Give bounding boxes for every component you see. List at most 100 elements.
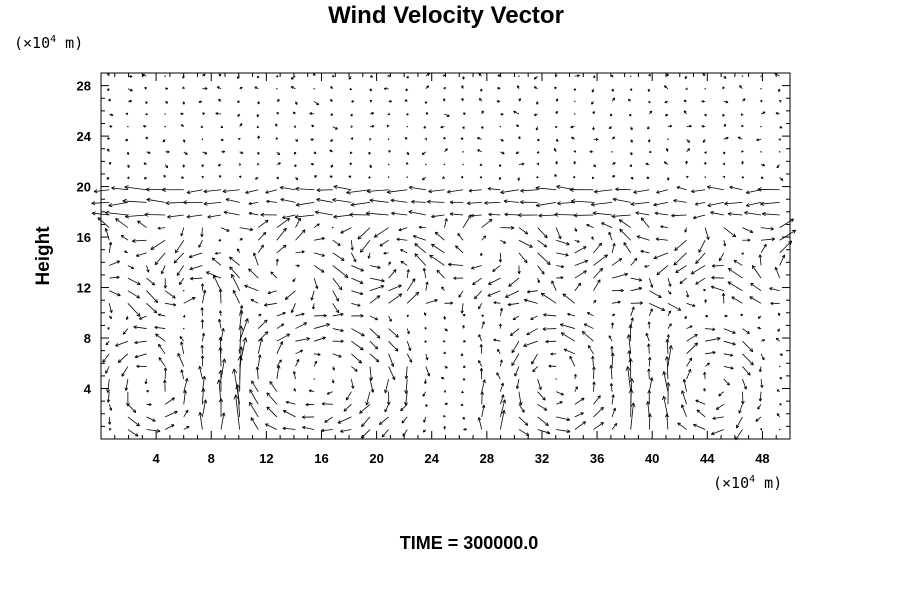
wind-vector [186,189,203,195]
wind-vector [275,123,278,127]
wind-vector [162,139,166,143]
wind-vector [723,240,727,247]
wind-vector [625,366,632,392]
wind-vector [406,112,409,116]
wind-vector [553,148,557,153]
y-unit-label: (×104 m) [14,34,83,52]
wind-vector [201,164,204,167]
wind-vector [351,353,363,364]
x-tick-label: 32 [535,451,549,466]
wind-vector [543,313,557,317]
wind-vector [440,125,445,129]
wind-vector [295,138,299,142]
wind-vector [269,381,278,392]
wind-vector [388,150,391,153]
wind-vector [536,151,540,154]
wind-vector [686,342,699,355]
wind-vector [477,149,482,153]
x-tick-label: 24 [424,451,439,466]
wind-vector [350,201,371,207]
wind-vector [537,391,546,401]
wind-vector [292,371,296,380]
wind-vector [423,125,427,129]
wind-vector [232,368,241,405]
wind-vector [164,113,166,115]
wind-vector [537,265,545,275]
plot-frame [100,72,791,440]
wind-vector [629,378,635,405]
wind-vector [163,278,168,289]
wind-vector [406,291,420,304]
wind-vector [497,87,501,90]
wind-vector [369,353,380,363]
wind-vector [550,352,557,356]
wind-vector [611,407,617,418]
wind-vector [295,349,304,355]
wind-vector [570,198,594,204]
wind-vector [239,86,243,90]
wind-vector [125,391,130,407]
wind-vector [556,416,571,422]
wind-vector [480,391,484,405]
wind-vector [507,302,520,307]
wind-vector [760,163,766,167]
wind-vector [778,138,781,141]
wind-vector [127,125,129,128]
wind-vector [721,293,726,304]
wind-vector [443,351,446,355]
wind-vector [388,269,397,279]
wind-vector [514,366,520,377]
wind-vector [449,212,464,216]
wind-vector [379,239,389,247]
wind-vector [462,126,465,129]
wind-vector [310,138,315,141]
wind-vector [295,264,300,268]
wind-vector [321,428,333,433]
wind-vector [124,378,129,391]
wind-vector [145,101,148,104]
wind-vector [562,293,576,304]
wind-vector [684,315,688,320]
wind-vector [106,176,110,180]
wind-vector [349,212,370,217]
wind-vector [163,367,168,380]
wind-vector [257,319,268,329]
wind-vector [348,75,352,80]
wind-vector [332,265,349,278]
wind-vector [741,175,745,179]
wind-vector [132,238,147,243]
wind-vector [611,258,623,266]
wind-vector [109,290,121,297]
wind-vector [594,189,613,194]
wind-vector [160,265,166,275]
wind-vector [611,214,631,219]
wind-vector [198,365,203,380]
wind-vector [666,334,670,342]
wind-vector [686,124,692,128]
wind-vector [164,424,175,430]
wind-vector [150,239,166,250]
wind-vector [779,125,783,129]
wind-vector [537,277,540,283]
wind-vector [536,162,540,166]
wind-vector [244,284,259,292]
wind-vector [647,368,651,380]
wind-vector [757,404,762,410]
wind-vector [205,271,222,279]
wind-vector [554,173,557,178]
wind-vector [574,259,589,266]
wind-vector [181,176,184,179]
wind-vector [351,302,361,307]
wind-vector [665,113,669,117]
wind-vector [695,277,706,285]
wind-vector [421,176,427,181]
wind-vector [257,244,264,254]
wind-vector [106,379,110,393]
wind-vector [183,390,187,405]
wind-vector [554,212,575,217]
wind-vector [645,162,650,166]
wind-vector [695,252,706,265]
wind-vector [369,75,373,78]
wind-vector [444,402,448,406]
wind-vector [707,201,724,208]
